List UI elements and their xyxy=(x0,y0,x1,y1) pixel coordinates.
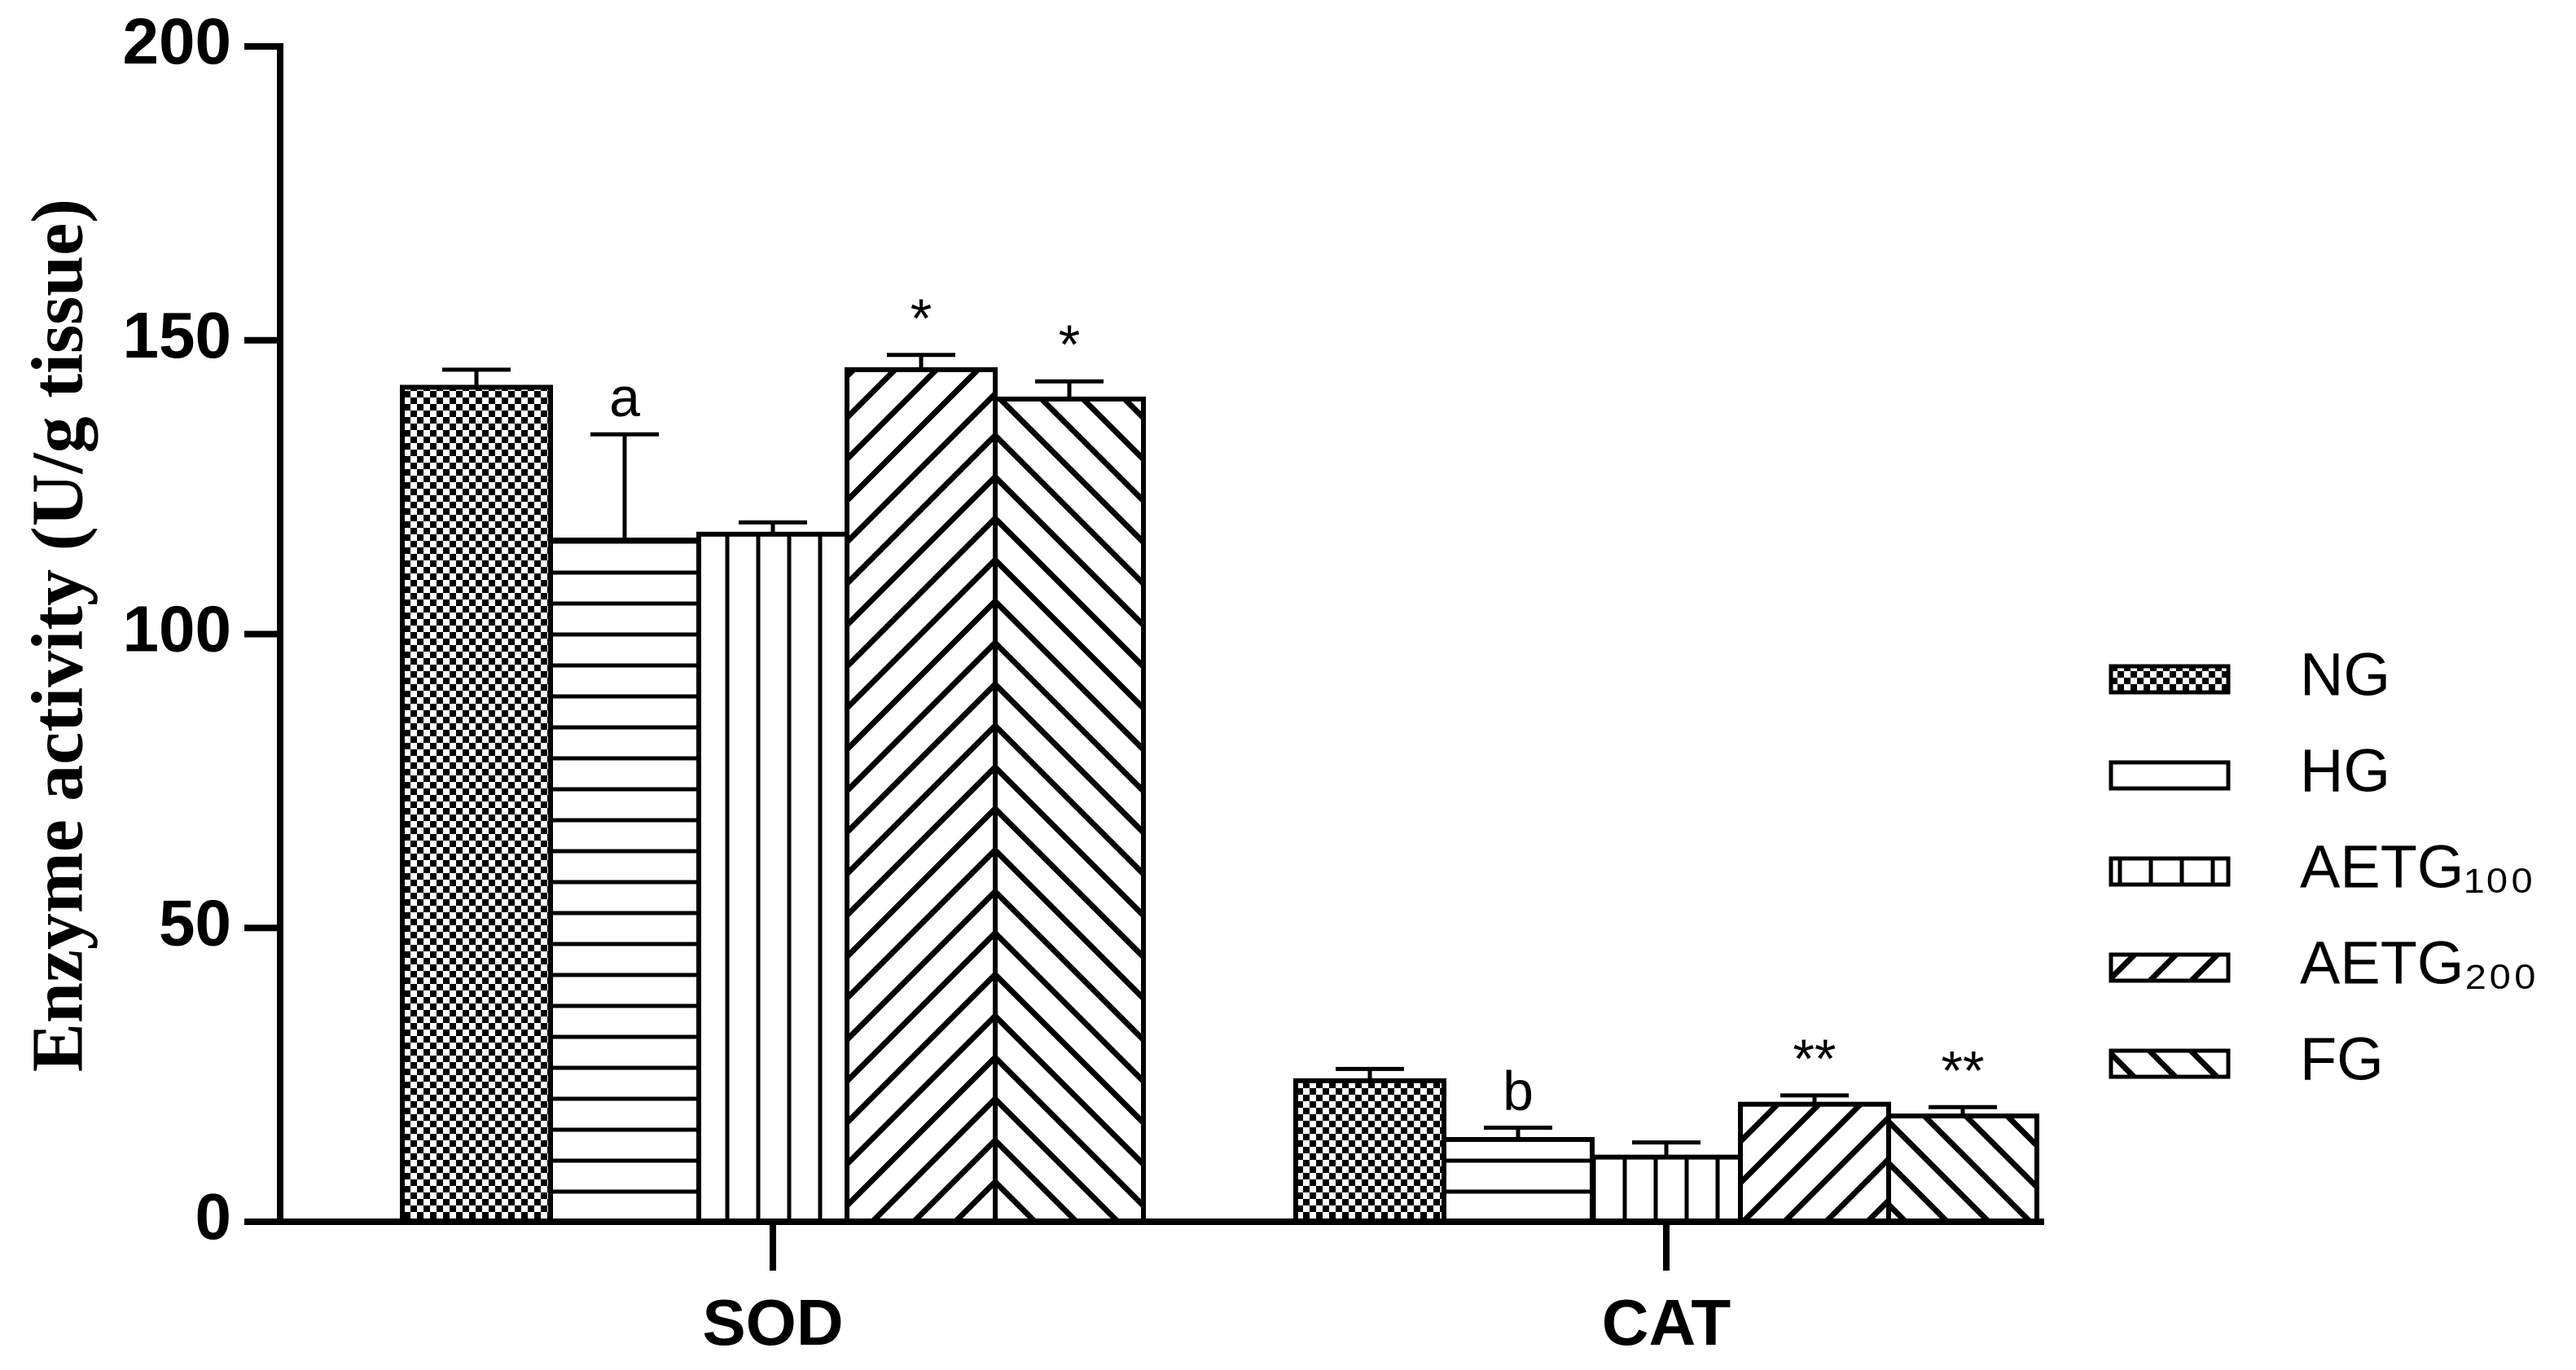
legend-swatch xyxy=(2109,664,2231,695)
y-tick-label: 100 xyxy=(123,593,231,665)
significance-label: ** xyxy=(1793,1028,1837,1090)
significance-label: * xyxy=(911,288,932,349)
significance-label: b xyxy=(1503,1060,1534,1122)
legend-label: FG xyxy=(2300,1025,2384,1093)
bar xyxy=(548,538,701,1224)
bar xyxy=(845,367,998,1225)
y-tick-label: 200 xyxy=(123,5,231,77)
bar xyxy=(1886,1113,2039,1224)
y-axis-label: Enzyme activity (U/g tissue) xyxy=(18,199,99,1072)
bar xyxy=(1293,1078,1446,1224)
x-tick-label: CAT xyxy=(1602,1286,1731,1359)
legend-swatch xyxy=(2109,952,2231,983)
legend-swatch xyxy=(2109,856,2231,887)
legend-label: NG xyxy=(2300,641,2390,709)
legend-swatch xyxy=(2109,1048,2231,1079)
legend-swatch xyxy=(2109,760,2231,791)
legend-label: AETG₁₀₀ xyxy=(2300,833,2534,901)
legend-label: AETG₂₀₀ xyxy=(2300,929,2538,997)
bar xyxy=(696,531,849,1224)
legend-label: HG xyxy=(2300,737,2390,805)
y-tick-label: 0 xyxy=(195,1180,232,1253)
x-tick-label: SOD xyxy=(702,1286,843,1359)
bar xyxy=(400,384,553,1225)
bar xyxy=(1442,1136,1595,1224)
significance-label: a xyxy=(609,367,640,428)
significance-label: * xyxy=(1059,314,1080,375)
bar xyxy=(1738,1101,1891,1224)
bar xyxy=(1590,1154,1743,1225)
significance-label: ** xyxy=(1942,1039,1985,1101)
bar xyxy=(993,396,1146,1224)
y-tick-label: 150 xyxy=(123,299,231,371)
y-tick-label: 50 xyxy=(159,886,231,959)
